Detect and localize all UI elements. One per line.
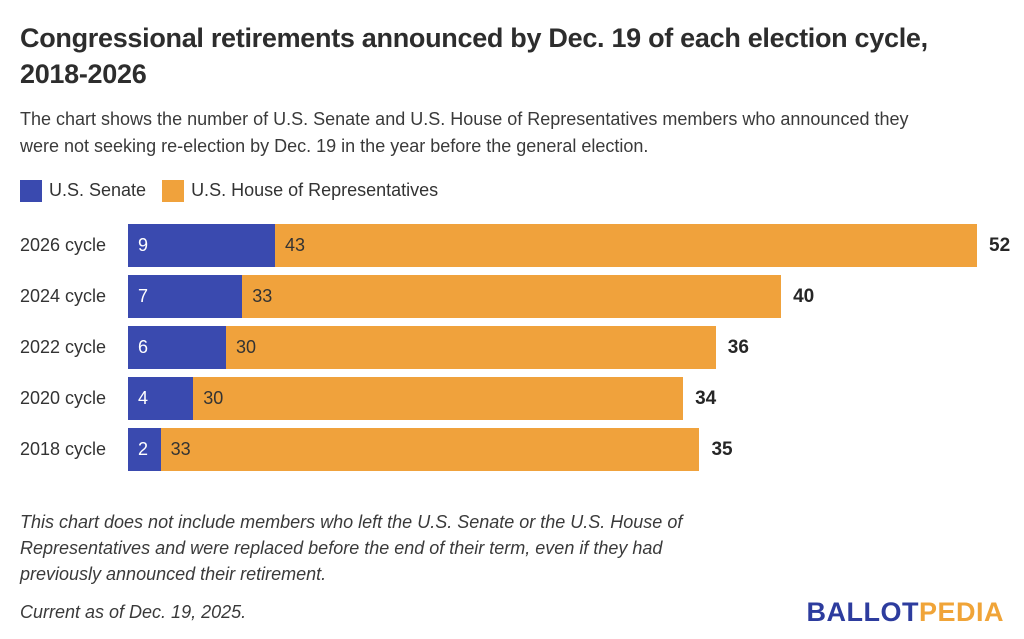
bar-chart: 2026 cycle 9 43 52 2024 cycle 7 33 40 2022 cycle… xyxy=(20,224,1010,471)
legend-item-senate: U.S. Senate xyxy=(20,179,147,202)
senate-segment: 6 xyxy=(128,326,226,369)
chart-row: 2022 cycle 6 30 36 xyxy=(20,326,1004,369)
chart-subtitle: The chart shows the number of U.S. Senat… xyxy=(20,109,909,156)
legend: U.S. Senate U.S. House of Representatives xyxy=(20,179,1004,202)
house-value-label: 33 xyxy=(170,439,191,459)
senate-segment: 2 xyxy=(128,428,161,471)
house-value-label: 30 xyxy=(235,337,256,357)
category-label: 2026 cycle xyxy=(20,235,107,255)
bar-track: 2 33 35 xyxy=(128,428,977,471)
stacked-bar: 7 33 xyxy=(128,275,782,318)
ballotpedia-logo: BALLOTPEDIA xyxy=(806,597,1004,628)
category-label: 2018 cycle xyxy=(20,439,107,459)
chart-row: 2026 cycle 9 43 52 xyxy=(20,224,1010,267)
chart-footnote: This chart does not include members who … xyxy=(20,512,683,584)
legend-label: U.S. Senate xyxy=(49,180,147,200)
bar-track: 6 30 36 xyxy=(128,326,977,369)
bar-track: 7 33 40 xyxy=(128,275,977,318)
category-label: 2024 cycle xyxy=(20,286,107,306)
chart-row: 2020 cycle 4 30 34 xyxy=(20,377,1004,420)
footer: Current as of Dec. 19, 2025. BALLOTPEDIA xyxy=(20,597,1004,628)
current-as-of: Current as of Dec. 19, 2025. xyxy=(20,602,247,622)
house-segment: 43 xyxy=(274,224,977,267)
bar-track: 9 43 52 xyxy=(128,224,1010,267)
senate-segment: 7 xyxy=(128,275,243,318)
bar-track: 4 30 34 xyxy=(128,377,977,420)
total-value-label: 40 xyxy=(793,285,815,307)
legend-swatch xyxy=(162,179,185,202)
total-value-label: 52 xyxy=(989,234,1011,256)
senate-value-label: 9 xyxy=(138,235,149,255)
stacked-bar: 9 43 xyxy=(128,224,977,267)
stacked-bar: 2 33 xyxy=(128,428,700,471)
logo-ballot: BALLOT xyxy=(806,597,919,627)
legend-item-house: U.S. House of Representatives xyxy=(162,179,439,202)
legend-swatch xyxy=(20,179,42,202)
total-value-label: 35 xyxy=(711,438,733,460)
legend-label: U.S. House of Representatives xyxy=(191,180,439,200)
stacked-bar: 4 30 xyxy=(128,377,684,420)
house-value-label: 33 xyxy=(252,286,273,306)
senate-value-label: 4 xyxy=(138,388,149,408)
logo-pedia: PEDIA xyxy=(918,597,1004,627)
category-label: 2022 cycle xyxy=(20,337,107,357)
senate-value-label: 7 xyxy=(138,286,149,306)
total-value-label: 34 xyxy=(695,387,717,409)
senate-segment: 9 xyxy=(128,224,275,267)
house-value-label: 30 xyxy=(203,388,224,408)
house-value-label: 43 xyxy=(284,235,305,255)
chart-row: 2018 cycle 2 33 35 xyxy=(20,428,1004,471)
chart-title: Congressional retirements announced by D… xyxy=(20,23,928,89)
category-label: 2020 cycle xyxy=(20,388,107,408)
house-segment: 33 xyxy=(160,428,700,471)
senate-value-label: 6 xyxy=(138,337,149,357)
house-segment: 30 xyxy=(225,326,716,369)
house-segment: 30 xyxy=(193,377,684,420)
chart-row: 2024 cycle 7 33 40 xyxy=(20,275,1004,318)
senate-value-label: 2 xyxy=(138,439,149,459)
house-segment: 33 xyxy=(242,275,782,318)
total-value-label: 36 xyxy=(727,336,749,358)
stacked-bar: 6 30 xyxy=(128,326,716,369)
senate-segment: 4 xyxy=(128,377,194,420)
